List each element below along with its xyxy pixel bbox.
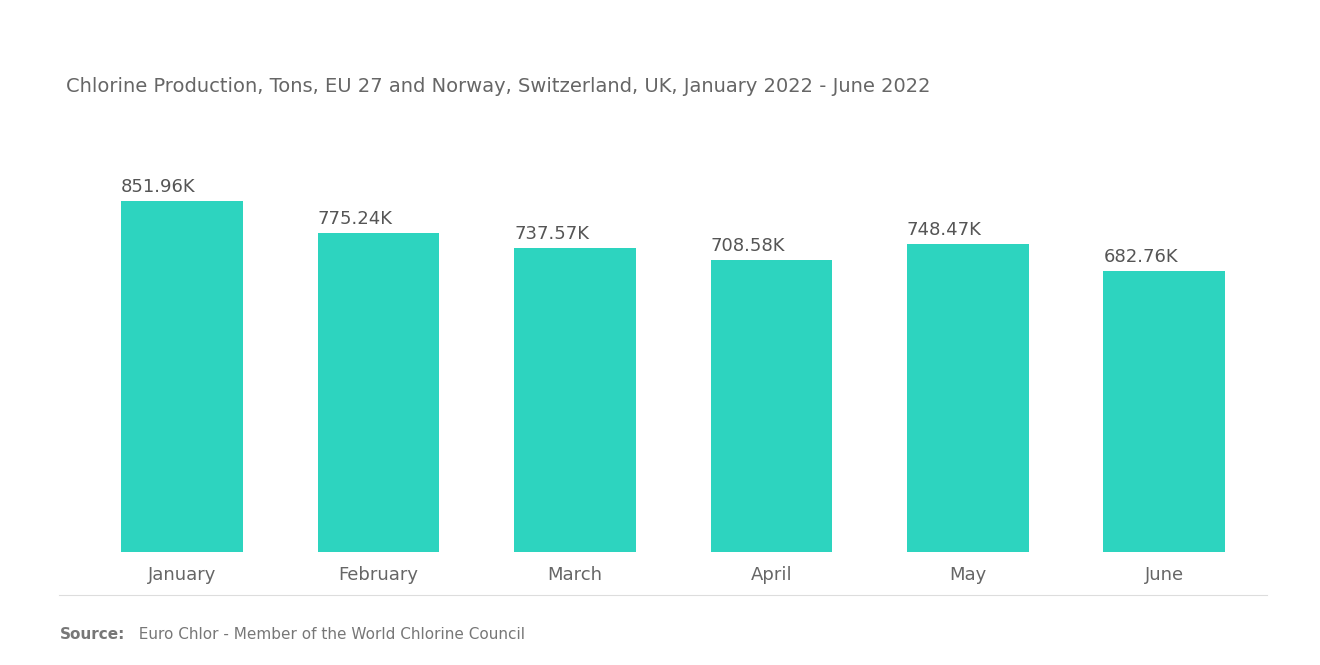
Text: 851.96K: 851.96K: [121, 178, 195, 196]
Bar: [121, 201, 243, 552]
Text: Euro Chlor - Member of the World Chlorine Council: Euro Chlor - Member of the World Chlorin…: [129, 626, 525, 642]
Bar: [1104, 271, 1225, 552]
Text: 748.47K: 748.47K: [907, 221, 982, 239]
Text: 775.24K: 775.24K: [318, 210, 392, 228]
Text: 708.58K: 708.58K: [710, 237, 785, 255]
Text: Chlorine Production, Tons, EU 27 and Norway, Switzerland, UK, January 2022 - Jun: Chlorine Production, Tons, EU 27 and Nor…: [66, 77, 931, 96]
Bar: [318, 233, 440, 552]
Text: Source:: Source:: [59, 626, 125, 642]
Bar: [710, 260, 833, 552]
Text: 682.76K: 682.76K: [1104, 248, 1177, 266]
Bar: [907, 244, 1028, 552]
Bar: [513, 248, 636, 552]
Text: 737.57K: 737.57K: [513, 225, 589, 243]
